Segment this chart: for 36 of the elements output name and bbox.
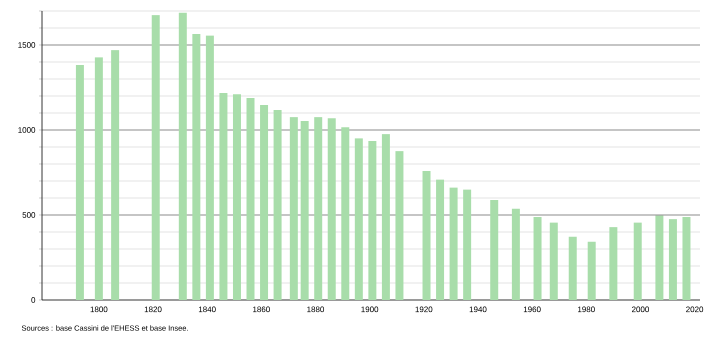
bar	[436, 180, 444, 300]
bar	[422, 170, 431, 300]
bar	[290, 117, 298, 300]
bar	[192, 34, 200, 300]
bar	[655, 216, 664, 300]
bar	[568, 236, 577, 300]
bar	[368, 141, 376, 300]
bar	[260, 105, 268, 300]
bar	[76, 65, 84, 300]
bar	[550, 222, 558, 300]
bar	[94, 57, 103, 300]
bar	[588, 242, 596, 300]
bar	[354, 138, 363, 300]
bar	[300, 120, 309, 300]
bar	[490, 200, 498, 300]
bar	[534, 217, 542, 300]
bar	[246, 98, 255, 300]
bar	[328, 118, 336, 300]
bar	[178, 12, 187, 300]
bar	[314, 117, 322, 300]
bar	[609, 227, 618, 300]
bar	[668, 219, 677, 300]
bar	[206, 36, 214, 300]
bar	[450, 188, 458, 300]
bar	[382, 134, 390, 300]
bar	[274, 110, 282, 300]
bar	[463, 190, 472, 300]
bar	[232, 94, 241, 300]
bar	[152, 15, 160, 300]
bar	[682, 217, 690, 300]
bar	[512, 208, 520, 300]
bar	[634, 222, 642, 300]
bar	[341, 127, 350, 300]
bar	[395, 151, 404, 300]
bar	[111, 50, 120, 300]
bar	[219, 92, 228, 300]
